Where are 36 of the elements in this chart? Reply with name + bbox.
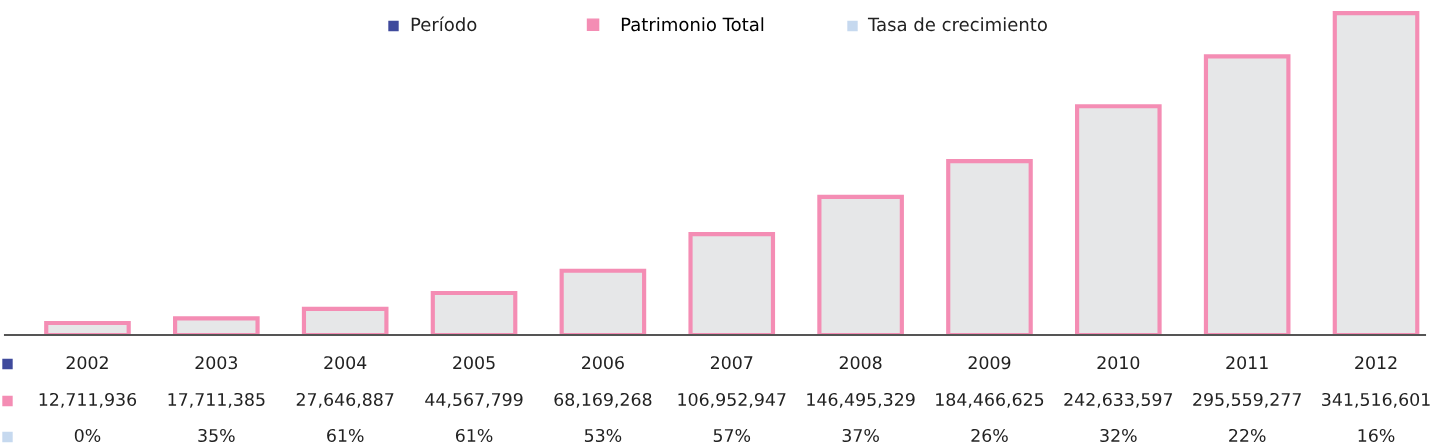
x-tick-label: 2010 [1097,356,1140,370]
x-tick-label: 2002 [66,356,108,370]
x-tick-label: 2003 [195,356,238,370]
data-label: 341,516,601 [1322,392,1430,408]
data-label: 12,711,936 [39,392,137,408]
text: 32% [1100,428,1137,443]
x-tick-label: 2008 [839,356,882,370]
annotation: Período [411,16,477,32]
data-label: 68,169,268 [554,392,652,408]
text: 53% [584,428,622,443]
text: 16% [1358,428,1395,443]
x-tick-label: 2006 [582,356,624,370]
x-tick-label: 2012 [1355,356,1397,370]
text: 57% [713,428,751,443]
data-label: 295,559,277 [1193,392,1301,408]
x-tick-label: 2007 [710,356,753,370]
data-label: 184,466,625 [936,392,1044,408]
x-tick-label: 2005 [453,356,495,370]
data-label: 27,646,887 [296,392,394,408]
data-label: 146,495,329 [807,392,915,408]
text: 0% [74,428,101,443]
text: 37% [842,428,879,443]
data-label: 17,711,385 [168,392,265,408]
data-label: 242,633,597 [1064,392,1173,408]
text: 61% [327,428,364,443]
data-label: 106,952,947 [678,392,786,408]
data-label: 44,567,799 [425,392,523,408]
text: 26% [971,428,1008,443]
x-tick-label: 2011 [1226,356,1268,370]
x-tick-label: 2004 [324,356,367,370]
text: Patrimonio Total [621,17,764,32]
text: 22% [1229,428,1266,443]
x-tick-label: 2009 [968,356,1011,370]
annotation: Tasa de crecimiento [867,17,1047,32]
text: 61% [455,428,493,443]
text: 35% [198,428,235,443]
